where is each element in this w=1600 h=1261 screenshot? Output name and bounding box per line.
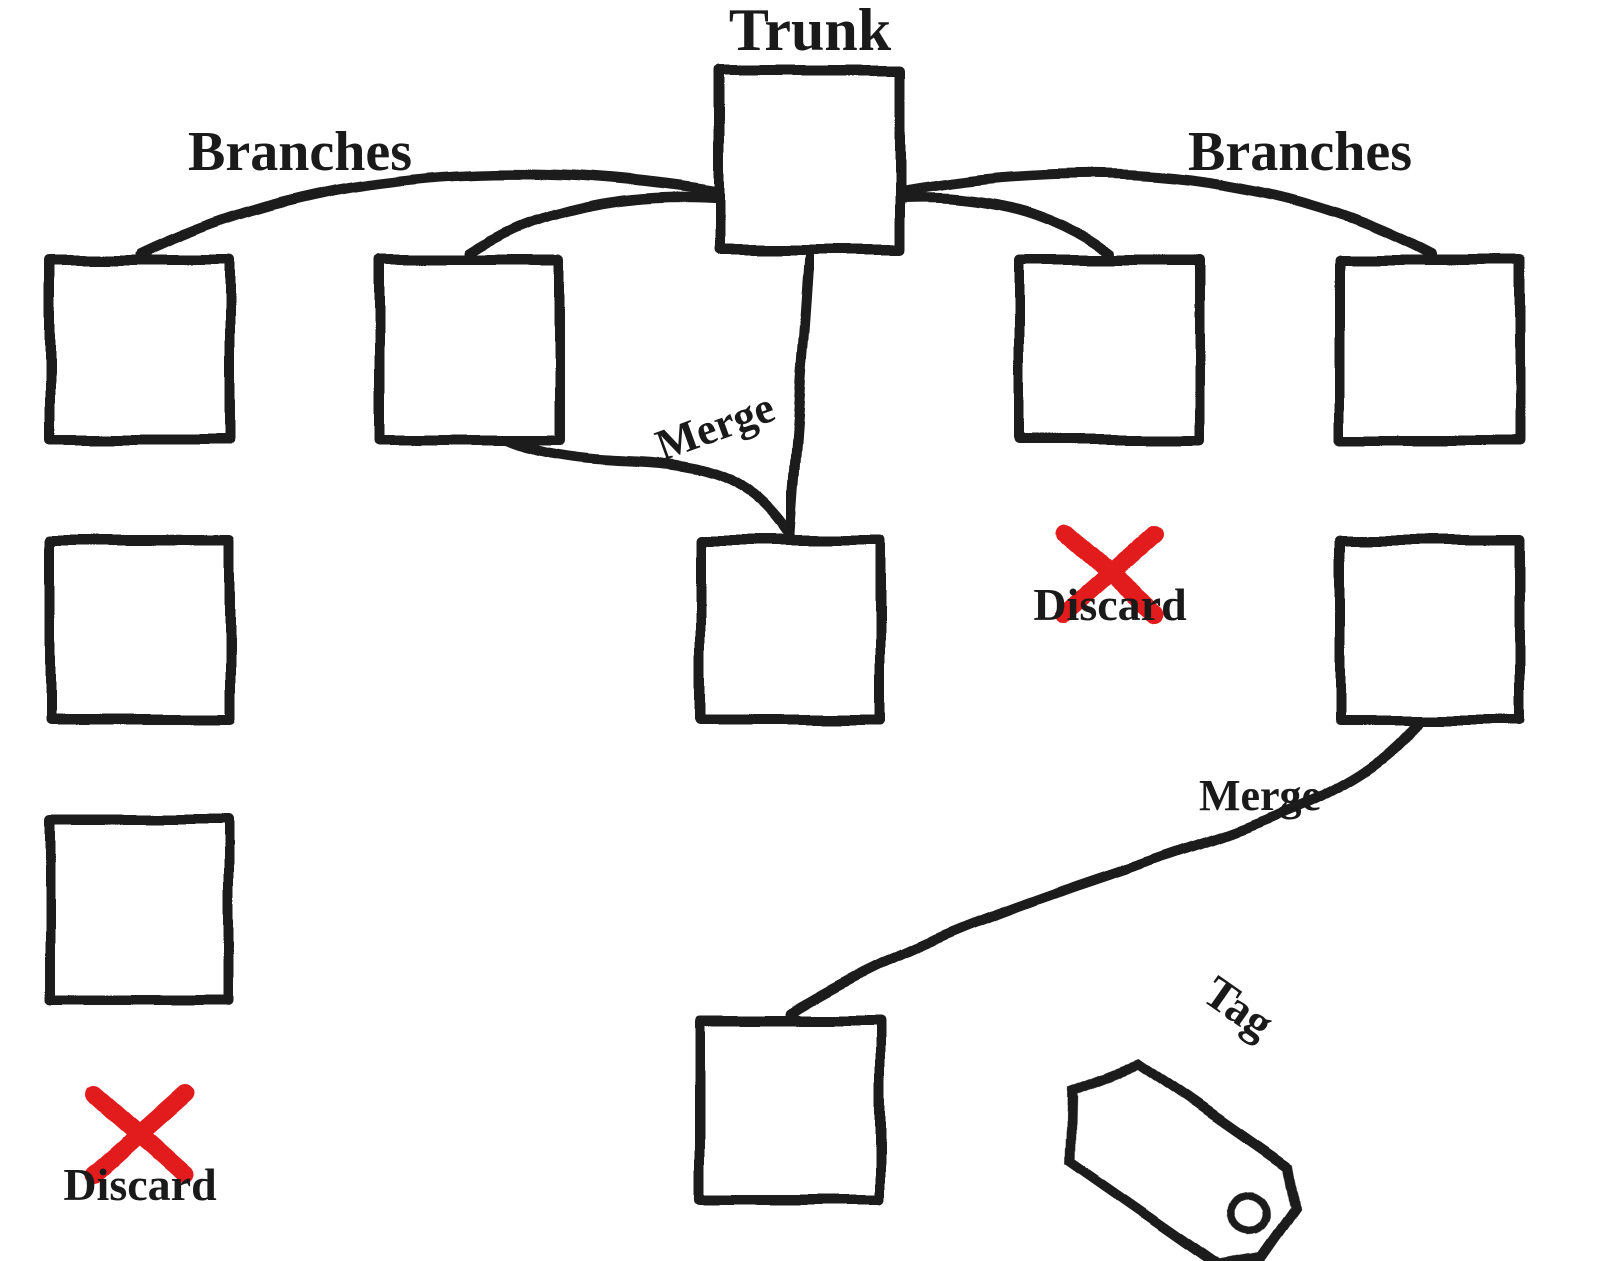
tag-shape	[1038, 1041, 1312, 1261]
label-trunk: Trunk	[729, 0, 892, 63]
label-merge2: Merge	[1199, 771, 1321, 820]
label-merge1: Merge	[649, 382, 781, 470]
label-branches_right: Branches	[1188, 121, 1412, 183]
edge-trunk0-trunk1	[790, 254, 810, 534]
node-b1_1	[50, 540, 230, 720]
node-trunk1	[700, 540, 880, 720]
label-discard_left: Discard	[63, 1159, 217, 1210]
node-trunk2	[700, 1020, 880, 1200]
label-discard_right: Discard	[1033, 579, 1187, 630]
node-b1_0	[50, 260, 230, 440]
label-tag: Tag	[1195, 966, 1284, 1049]
node-b1_2	[50, 820, 230, 1000]
node-b4_1	[1340, 540, 1520, 720]
edge-trunk0-b1_0	[140, 174, 810, 254]
version-control-diagram: Trunk Branches Branches Merge Merge Discard Di…	[0, 0, 1600, 1261]
node-b2_0	[380, 260, 560, 440]
node-b4_0	[1340, 260, 1520, 440]
node-b3_0	[1020, 260, 1200, 440]
label-branches_left: Branches	[188, 121, 412, 183]
node-trunk0	[720, 70, 900, 250]
edge-b4_1-trunk2	[790, 700, 1430, 1014]
